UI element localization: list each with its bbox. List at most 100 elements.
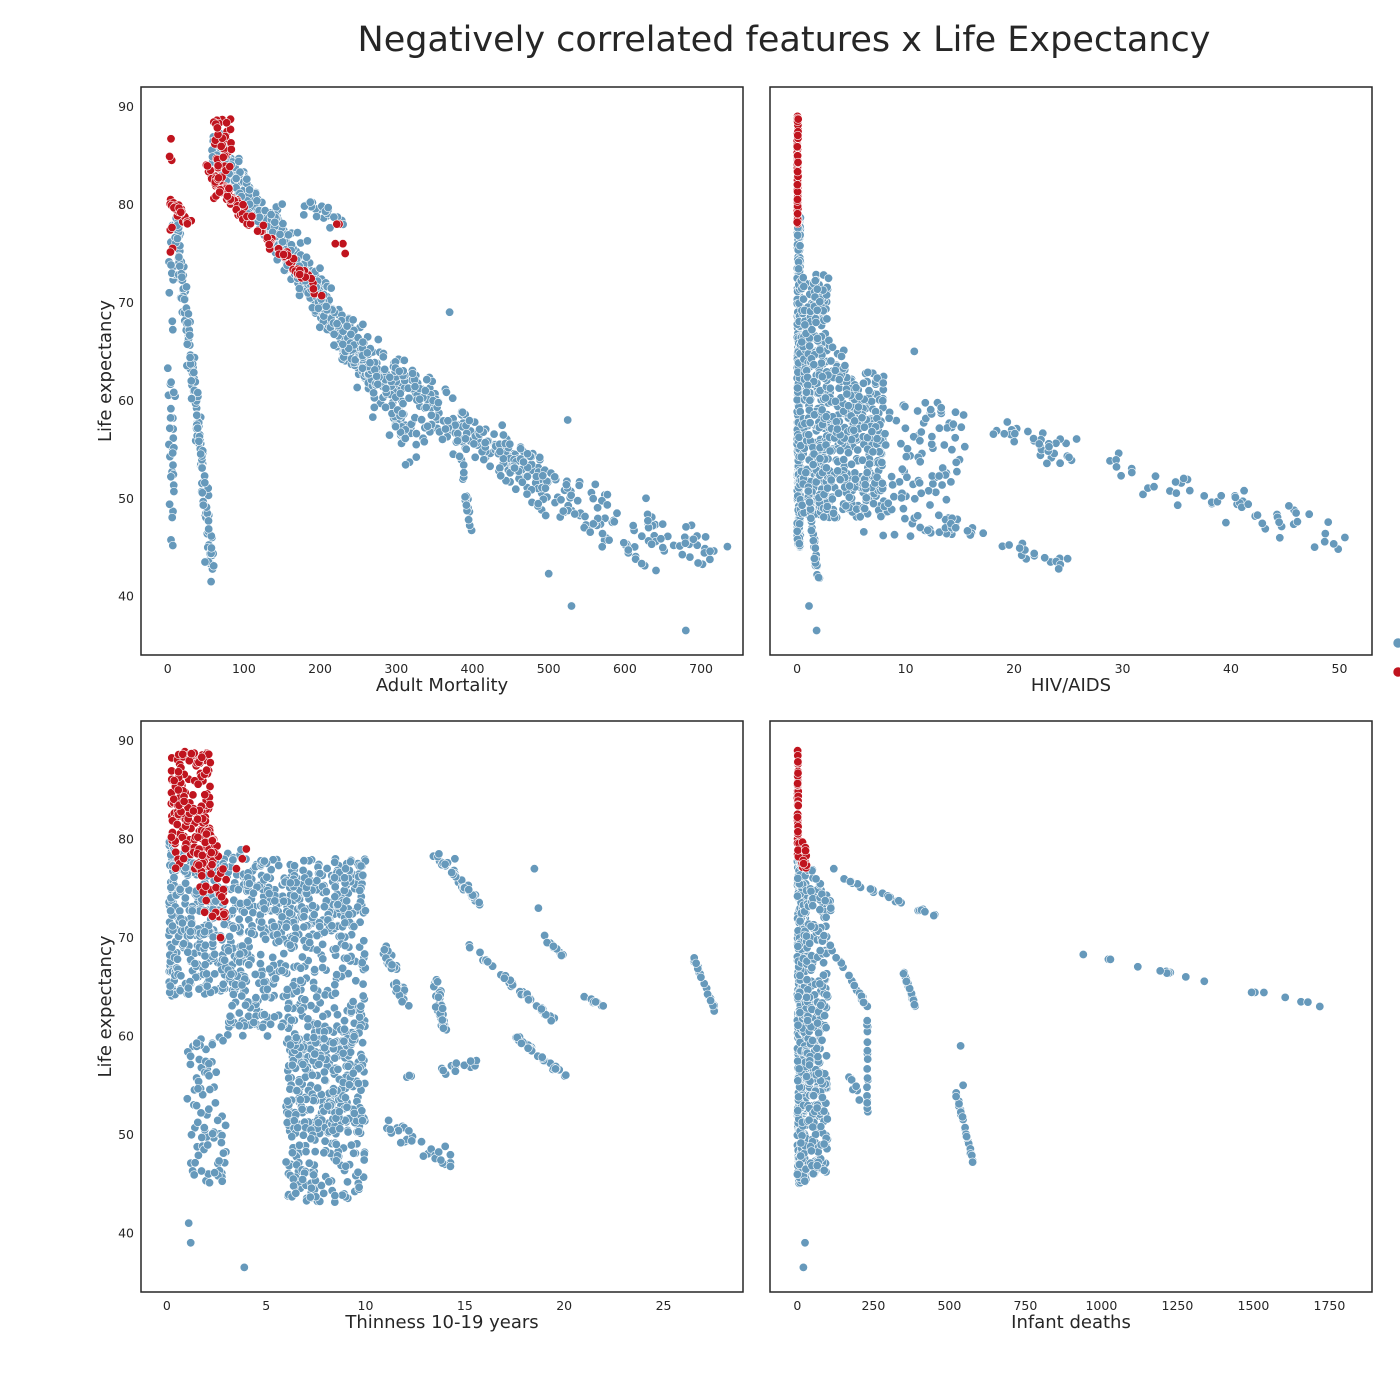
point	[200, 907, 210, 917]
series-0	[792, 213, 1350, 635]
point	[338, 963, 348, 973]
point	[353, 1127, 363, 1137]
point	[218, 152, 228, 162]
points-layer	[163, 114, 732, 635]
point	[822, 483, 832, 493]
point	[283, 1003, 293, 1013]
point	[294, 1077, 304, 1087]
point	[901, 452, 911, 462]
point	[358, 1038, 368, 1048]
point	[522, 449, 532, 459]
point	[836, 351, 846, 361]
point	[169, 486, 179, 496]
point	[176, 207, 186, 217]
point	[353, 902, 363, 912]
point	[320, 1136, 330, 1146]
point	[262, 872, 272, 882]
point	[948, 419, 958, 429]
point	[231, 174, 241, 184]
point	[175, 261, 185, 271]
point	[330, 882, 340, 892]
point	[1151, 471, 1161, 481]
y-tick-label: 70	[118, 295, 134, 310]
point	[274, 860, 284, 870]
point	[225, 162, 235, 172]
point	[1253, 510, 1263, 520]
point	[573, 496, 583, 506]
point	[905, 531, 915, 541]
point	[962, 526, 972, 536]
point	[830, 396, 840, 406]
point	[221, 1120, 231, 1130]
point	[338, 1048, 348, 1058]
point	[795, 241, 805, 251]
point	[266, 210, 276, 220]
point	[330, 1053, 340, 1063]
point	[900, 423, 910, 433]
point	[239, 1262, 249, 1272]
point	[920, 398, 930, 408]
point	[310, 965, 320, 975]
point	[300, 995, 310, 1005]
point	[1292, 517, 1302, 527]
x-tick-label: 0	[164, 661, 172, 676]
point	[200, 960, 210, 970]
point	[216, 141, 226, 151]
point	[323, 1101, 333, 1111]
series-1	[165, 114, 350, 301]
x-tick-label: 500	[537, 661, 561, 676]
point	[196, 449, 206, 459]
point	[197, 463, 207, 473]
point	[857, 455, 867, 465]
y-tick-label: 90	[118, 733, 134, 748]
point	[177, 272, 187, 282]
point	[1171, 477, 1181, 487]
point	[561, 1070, 571, 1080]
point	[923, 525, 933, 535]
point	[505, 439, 515, 449]
point	[329, 340, 339, 350]
point	[269, 921, 279, 931]
point	[319, 902, 329, 912]
x-tick-label: 25	[656, 1298, 672, 1313]
x-tick-label: 50	[1332, 661, 1348, 676]
point	[318, 954, 328, 964]
x-tick-label: 10	[898, 661, 914, 676]
point	[934, 527, 944, 537]
point	[385, 1125, 395, 1135]
point	[441, 387, 451, 397]
point	[217, 892, 227, 902]
point	[701, 532, 711, 542]
point	[295, 269, 305, 279]
point	[438, 1023, 448, 1033]
point	[285, 940, 295, 950]
point	[447, 867, 457, 877]
point	[168, 325, 178, 335]
point	[202, 765, 212, 775]
point	[459, 460, 469, 470]
point	[691, 958, 701, 968]
point	[480, 438, 490, 448]
point	[355, 917, 365, 927]
axes-frame	[140, 720, 744, 1293]
point	[910, 494, 920, 504]
point	[186, 749, 196, 759]
point	[292, 1086, 302, 1096]
point	[340, 918, 350, 928]
point	[182, 282, 192, 292]
point	[318, 963, 328, 973]
point	[309, 910, 319, 920]
point	[206, 869, 216, 879]
point	[168, 921, 178, 931]
point	[349, 922, 359, 932]
point	[835, 446, 845, 456]
point	[198, 500, 208, 510]
point	[177, 918, 187, 928]
point	[333, 900, 343, 910]
point	[210, 969, 220, 979]
point	[357, 1106, 367, 1116]
point	[811, 317, 821, 327]
point	[360, 949, 370, 959]
point	[857, 413, 867, 423]
point	[324, 1177, 334, 1187]
